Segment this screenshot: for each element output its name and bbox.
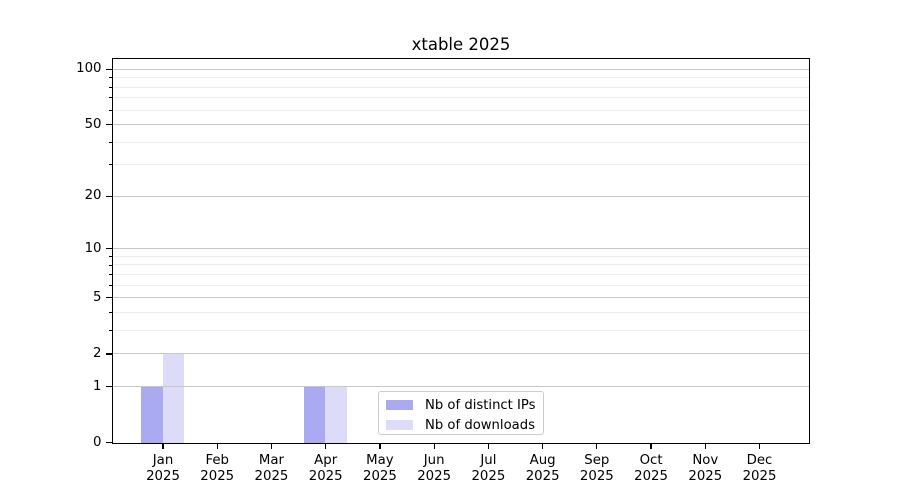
- x-tick-label: Dec 2025: [742, 453, 777, 484]
- y-tick-minor: [108, 86, 112, 88]
- x-tick-label: Nov 2025: [688, 453, 723, 484]
- x-tick-label: Aug 2025: [525, 453, 560, 484]
- gridline-minor: [113, 109, 809, 111]
- y-tick-minor: [108, 256, 112, 258]
- gridline-major: [113, 385, 809, 388]
- gridline-minor: [113, 97, 809, 99]
- legend-label-distinct-ips: Nb of distinct IPs: [425, 397, 536, 413]
- y-tick-minor: [108, 141, 112, 143]
- gridline-major: [113, 195, 809, 197]
- y-tick: [105, 248, 112, 250]
- legend-swatch-downloads: [386, 420, 413, 430]
- legend-label-downloads: Nb of downloads: [425, 417, 535, 433]
- gridline-minor: [113, 284, 809, 286]
- x-tick-label: Feb 2025: [200, 453, 235, 484]
- x-tick: [216, 444, 218, 449]
- y-tick: [105, 195, 112, 198]
- gridline-major: [113, 297, 809, 299]
- y-tick-label: 2: [93, 345, 102, 361]
- gridline-major: [113, 123, 809, 126]
- y-tick-minor: [108, 97, 112, 99]
- bar-nb-of-downloads-apr: [325, 386, 348, 443]
- x-tick-label: Sep 2025: [579, 453, 614, 484]
- y-tick-label: 100: [76, 61, 102, 77]
- y-tick: [105, 124, 112, 126]
- x-tick: [433, 444, 435, 449]
- x-tick-label: Mar 2025: [254, 453, 289, 484]
- x-tick: [650, 444, 652, 449]
- y-tick-minor: [108, 164, 112, 166]
- x-tick: [270, 444, 273, 449]
- y-tick-minor: [108, 312, 112, 314]
- y-tick-label: 10: [84, 240, 102, 256]
- x-tick-label: May 2025: [362, 453, 397, 484]
- y-tick: [105, 297, 112, 299]
- y-tick-minor: [108, 109, 112, 111]
- y-tick-minor: [108, 284, 112, 286]
- x-tick: [596, 444, 598, 449]
- legend-swatch-distinct-ips: [386, 400, 413, 410]
- legend-entry-downloads: Nb of downloads: [386, 417, 543, 433]
- gridline-minor: [113, 164, 809, 166]
- legend-entry-distinct-ips: Nb of distinct IPs: [386, 397, 543, 413]
- y-tick: [105, 353, 112, 355]
- y-tick: [105, 386, 112, 388]
- x-tick-label: Jun 2025: [417, 453, 452, 484]
- x-tick: [325, 444, 327, 449]
- x-tick: [162, 444, 164, 449]
- y-tick: [105, 442, 112, 444]
- x-tick-label: Jul 2025: [471, 453, 506, 484]
- chart-title: xtable 2025: [411, 35, 511, 54]
- y-tick-minor: [108, 274, 112, 276]
- y-tick: [105, 68, 112, 71]
- y-tick-label: 20: [84, 188, 102, 204]
- gridline-minor: [113, 264, 809, 266]
- y-tick-label: 1: [93, 378, 102, 394]
- legend: Nb of distinct IPs Nb of downloads: [378, 391, 544, 435]
- gridline-minor: [113, 141, 809, 143]
- x-tick: [704, 444, 706, 449]
- x-tick: [487, 444, 489, 449]
- bar-nb-of-distinct-ips-jan: [141, 386, 163, 443]
- bar-nb-of-distinct-ips-apr: [303, 386, 326, 443]
- gridline-minor: [113, 311, 809, 313]
- y-tick-label: 0: [93, 434, 102, 450]
- gridline-minor: [113, 255, 809, 257]
- x-tick: [542, 444, 544, 449]
- gridline-minor: [113, 273, 809, 275]
- gridline-major: [113, 68, 809, 70]
- x-tick-label: Jan 2025: [146, 453, 180, 484]
- y-tick-label: 50: [84, 116, 102, 132]
- y-tick-minor: [108, 264, 112, 266]
- bar-nb-of-downloads-jan: [162, 354, 185, 443]
- x-tick: [379, 444, 381, 449]
- gridline-major: [113, 248, 809, 250]
- x-tick: [758, 444, 761, 449]
- gridline-major: [113, 353, 809, 355]
- gridline-minor: [113, 77, 809, 79]
- gridline-minor: [113, 86, 809, 88]
- x-tick-label: Apr 2025: [308, 453, 343, 484]
- plot-area: [112, 58, 810, 444]
- x-tick-label: Oct 2025: [634, 453, 668, 484]
- y-tick-minor: [108, 330, 112, 332]
- gridline-minor: [113, 329, 809, 331]
- y-tick-label: 5: [93, 289, 102, 305]
- y-tick-minor: [108, 77, 112, 79]
